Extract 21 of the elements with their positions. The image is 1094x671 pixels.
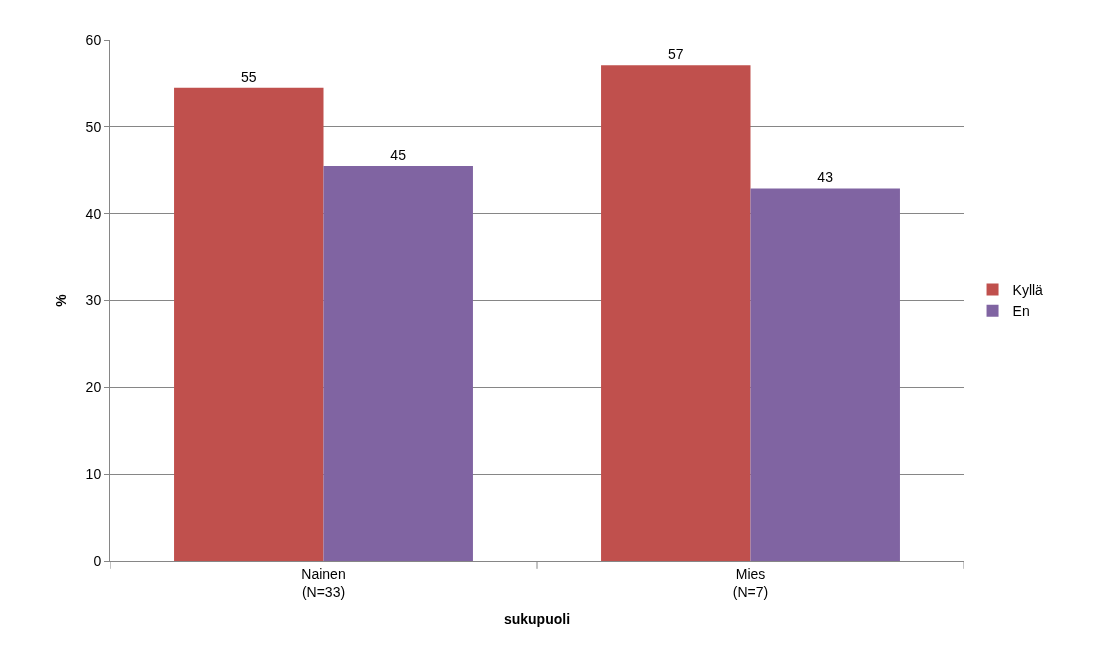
bar [601,65,751,561]
bar [750,188,900,561]
data-label: 55 [240,68,257,85]
bar [323,165,473,561]
y-tick-label: 20 [85,379,102,396]
y-tick-label: 40 [85,205,102,222]
data-label: 43 [817,169,834,186]
y-tick-label: 0 [93,552,102,569]
data-label: 45 [390,146,407,163]
y-tick-label: 30 [85,292,102,309]
legend-label: Kyllä [1012,282,1044,299]
y-tick-label: 60 [85,31,102,48]
bar [174,87,324,561]
x-tick-label: Mies (N=7) [732,565,769,600]
x-axis-title: sukupuoli [503,611,571,628]
legend-label: En [1012,303,1030,320]
data-label: 57 [667,46,684,63]
y-axis-title: % [53,293,70,307]
y-tick-label: 50 [85,118,102,135]
x-tick-label: Nainen (N=33) [301,565,346,600]
y-tick-label: 10 [85,466,102,483]
